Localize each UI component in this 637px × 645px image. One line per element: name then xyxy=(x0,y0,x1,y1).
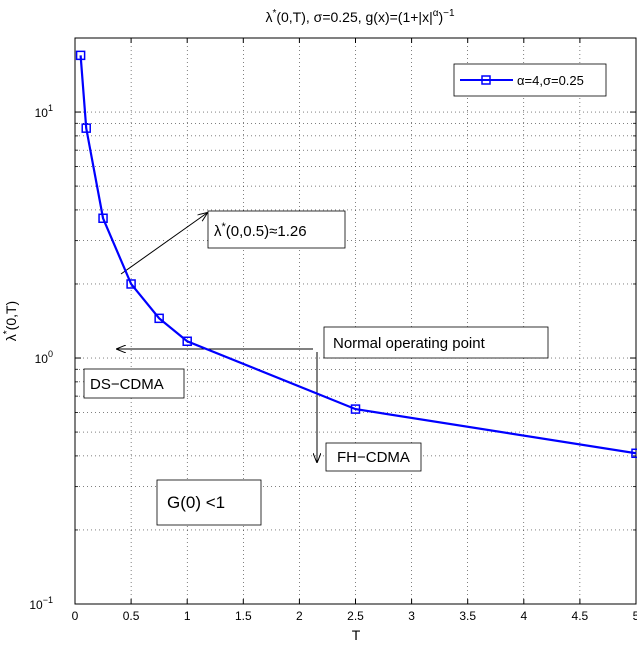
x-tick-label: 4 xyxy=(520,609,527,623)
x-tick-label: 5 xyxy=(633,609,637,623)
x-tick-label: 0 xyxy=(72,609,79,623)
arrow-lambda-half xyxy=(120,213,207,275)
annotation-box-g0 xyxy=(156,479,262,526)
annotation-normal-op: Normal operating point xyxy=(333,335,486,352)
legend-label: α=4,σ=0.25 xyxy=(517,73,584,88)
annotation-box-normal-op xyxy=(323,326,549,359)
x-axis-ticks: 0 0.5 1 1.5 2 2.5 3 3.5 4 4.5 5 xyxy=(72,38,637,623)
x-tick-label: 1.5 xyxy=(235,609,252,623)
data-point xyxy=(631,448,637,459)
data-point xyxy=(182,336,192,347)
annotation-ds-cdma: DS−CDMA xyxy=(90,376,164,393)
y-axis-ticks: 10−1 100 101 xyxy=(29,103,636,612)
x-tick-label: 0.5 xyxy=(123,609,140,623)
x-tick-label: 3 xyxy=(408,609,415,623)
data-point xyxy=(81,123,91,133)
annotation-box-fh-cdma xyxy=(325,442,422,472)
chart-title: λ*(0,T), σ=0.25, g(x)=(1+|x|α)−1 xyxy=(265,8,455,25)
annotation-box-lambda-half xyxy=(207,210,346,249)
x-tick-label: 1 xyxy=(184,609,191,623)
legend: α=4,σ=0.25 xyxy=(453,63,607,97)
data-point xyxy=(126,279,136,289)
data-point xyxy=(98,213,108,224)
y-tick-label: 10−1 xyxy=(29,595,53,612)
data-point xyxy=(154,313,164,324)
annotation-box-ds-cdma xyxy=(83,368,185,399)
y-axis-label: λ*(0,T) xyxy=(2,301,19,341)
x-axis-label: T xyxy=(352,627,361,643)
x-tick-label: 4.5 xyxy=(572,609,589,623)
x-tick-label: 2 xyxy=(296,609,303,623)
series-line xyxy=(79,55,637,455)
data-point xyxy=(350,404,361,414)
annotation-fh-cdma: FH−CDMA xyxy=(337,449,410,466)
legend-marker xyxy=(481,75,491,85)
annotation-lambda-half: λ*(0,0.5)≈1.26 xyxy=(214,221,307,240)
y-tick-label: 101 xyxy=(35,103,53,120)
x-tick-label: 2.5 xyxy=(347,609,364,623)
annotation-g0: G(0) <1 xyxy=(167,493,225,512)
y-tick-label: 100 xyxy=(35,349,53,366)
x-tick-label: 3.5 xyxy=(459,609,476,623)
data-point xyxy=(75,50,86,61)
series-group xyxy=(75,50,637,459)
